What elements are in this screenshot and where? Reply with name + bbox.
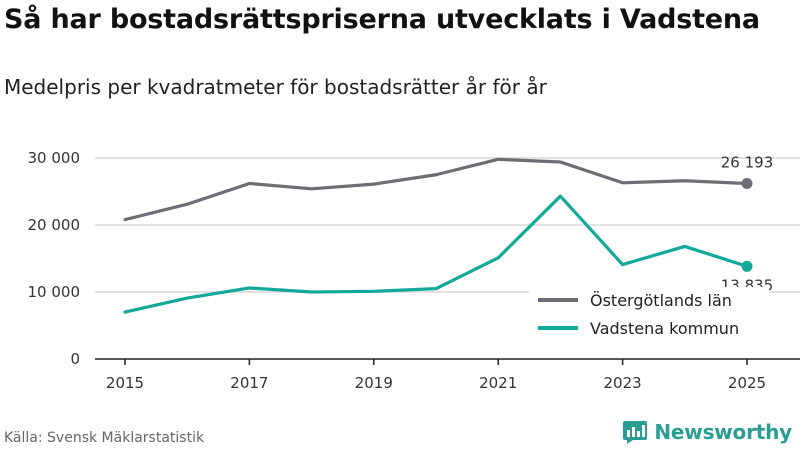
source-note: Källa: Svensk Mäklarstatistik (4, 430, 205, 446)
x-tick-label: 2015 (106, 374, 144, 392)
chart-title: Så har bostadsrättspriserna utvecklats i… (4, 4, 760, 35)
x-tick-label: 2017 (230, 374, 268, 392)
y-tick-label: 10 000 (28, 283, 81, 301)
brand-name: Newsworthy (654, 420, 792, 444)
series-line-1 (123, 194, 749, 314)
series-lines (123, 157, 753, 314)
chart-subtitle: Medelpris per kvadratmeter för bostadsrä… (4, 75, 547, 99)
series-end-point-0 (741, 178, 753, 190)
x-tick-label: 2023 (604, 374, 642, 392)
x-tick-label: 2019 (355, 374, 393, 392)
legend-label: Östergötlands län (590, 291, 732, 310)
y-tick-label: 0 (70, 350, 80, 368)
x-axis-ticks: 2015 2017 2019 2021 2023 2025 (106, 359, 766, 392)
series-end-point-1 (741, 260, 753, 272)
y-axis-ticks: 0 10 000 20 000 30 000 (28, 149, 81, 368)
legend-label: Vadstena kommun (590, 319, 739, 338)
grid-lines (95, 157, 800, 293)
newsworthy-logo-icon (623, 421, 648, 444)
y-tick-label: 30 000 (28, 149, 81, 167)
legend: Östergötlands län Vadstena kommun (529, 287, 769, 341)
x-tick-label: 2021 (479, 374, 517, 392)
series-end-label: 26 193 (721, 154, 774, 172)
brand[interactable]: Newsworthy (622, 419, 792, 445)
series-line-0 (123, 157, 749, 222)
x-tick-label: 2025 (728, 374, 766, 392)
line-chart: 0 10 000 20 000 30 000 2015 2017 2019 2021 2023… (28, 149, 800, 392)
y-tick-label: 20 000 (28, 216, 81, 234)
